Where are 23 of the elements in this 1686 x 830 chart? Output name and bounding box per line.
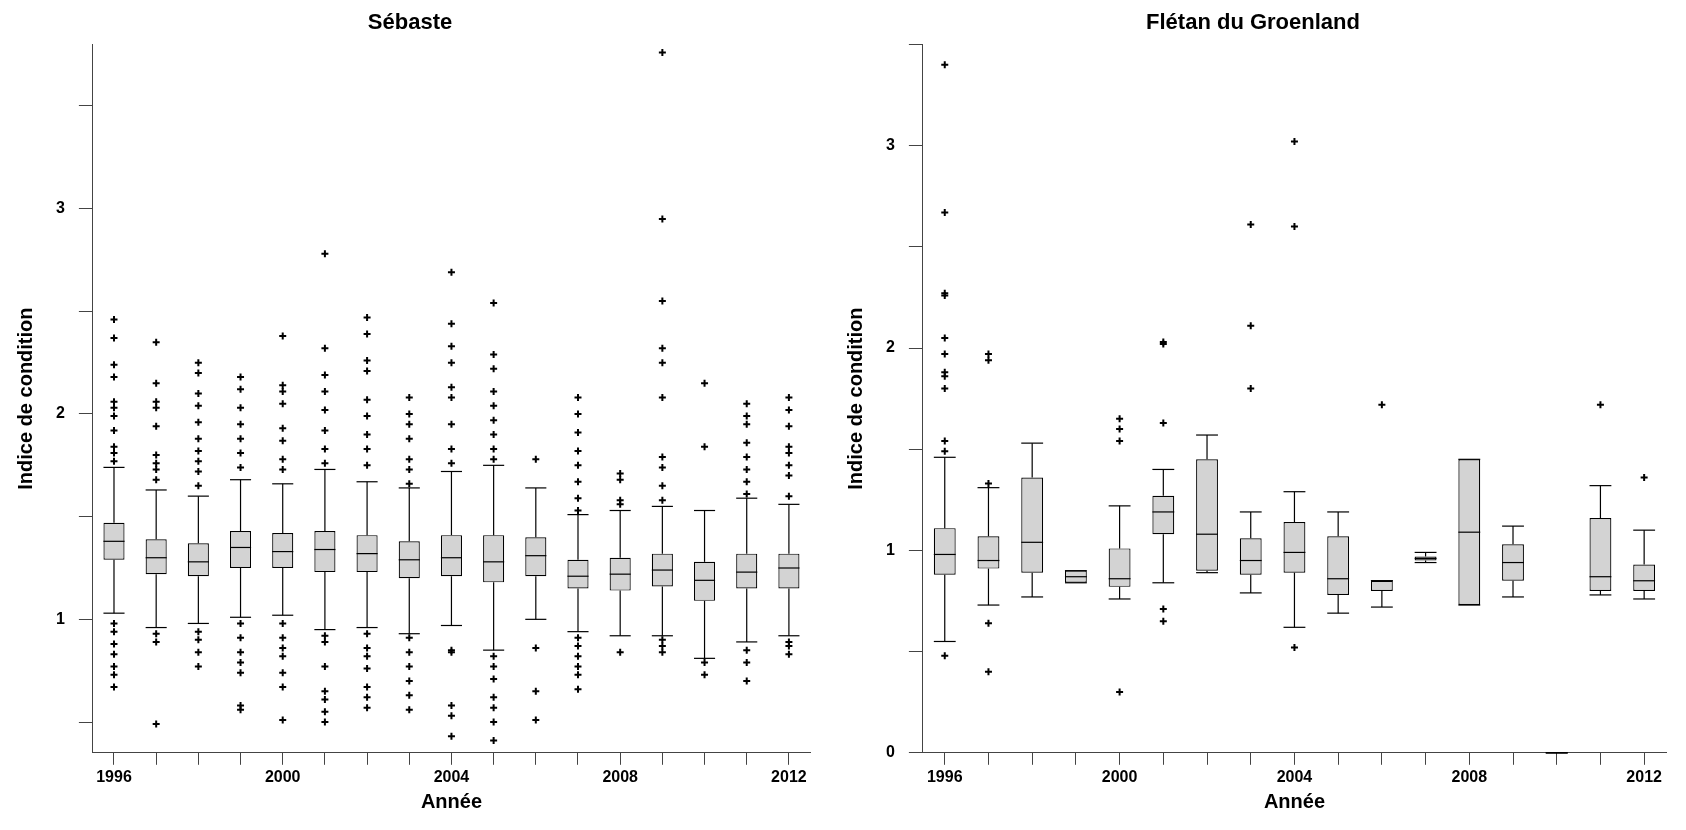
y-tick-label: 3 [55,199,65,217]
y-tick-label: 1 [885,540,895,558]
x-axis-title: Année [1263,789,1326,812]
x-axis-title: Année [420,789,483,812]
y-tick-label: 0 [885,743,895,761]
x-tick-label: 2004 [433,767,470,785]
x-tick-label: 1996 [926,767,963,785]
chart-title: Flétan du Groenland [1146,9,1360,35]
x-tick-label: 2008 [602,767,639,785]
y-tick-label: 1 [55,609,65,627]
y-tick-label: 2 [885,338,895,356]
x-tick-label: 2008 [1451,767,1488,785]
y-tick-label: 3 [885,136,895,154]
y-axis-title: Indice de condition [13,307,36,490]
x-tick-label: 2012 [771,767,807,785]
x-tick-label: 1996 [96,767,132,785]
x-tick-label: 2004 [1276,767,1313,785]
y-tick-label: 2 [55,404,65,422]
x-tick-label: 2000 [1101,767,1138,785]
x-tick-label: 2000 [264,767,301,785]
chart-title: Sébaste [367,9,453,35]
y-axis-title: Indice de condition [843,307,866,490]
x-tick-label: 2012 [1626,767,1663,785]
